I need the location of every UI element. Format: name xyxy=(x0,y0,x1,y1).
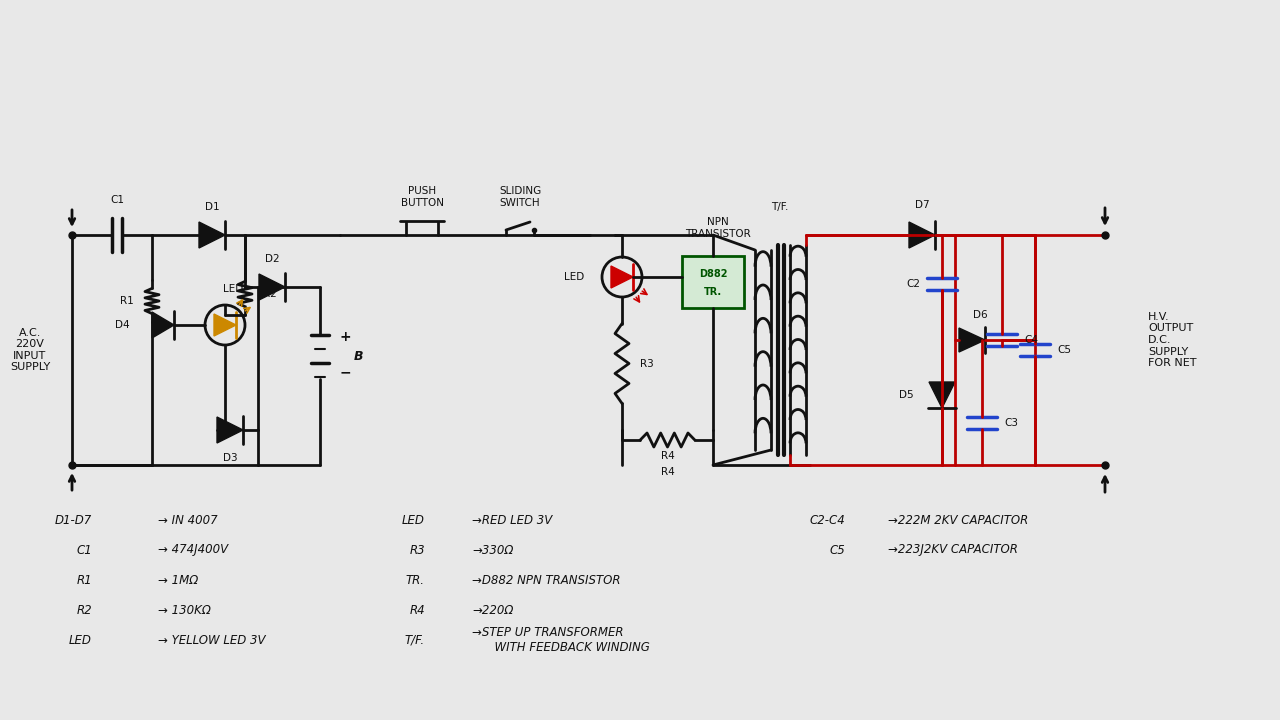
Polygon shape xyxy=(198,222,225,248)
Text: C1: C1 xyxy=(77,544,92,557)
Text: → IN 4007: → IN 4007 xyxy=(157,513,218,526)
Text: →RED LED 3V: →RED LED 3V xyxy=(472,513,552,526)
Text: D2: D2 xyxy=(265,254,279,264)
Polygon shape xyxy=(152,312,174,338)
Text: TR.: TR. xyxy=(406,574,425,587)
Text: LED: LED xyxy=(564,272,584,282)
Text: LED: LED xyxy=(402,513,425,526)
Text: R4: R4 xyxy=(660,451,675,461)
Text: C2-C4: C2-C4 xyxy=(809,513,845,526)
Polygon shape xyxy=(959,328,986,352)
Text: D4: D4 xyxy=(115,320,131,330)
Text: →D882 NPN TRANSISTOR: →D882 NPN TRANSISTOR xyxy=(472,574,621,587)
Text: H.V.
OUTPUT
D.C.
SUPPLY
FOR NET: H.V. OUTPUT D.C. SUPPLY FOR NET xyxy=(1148,312,1197,368)
Text: R3: R3 xyxy=(410,544,425,557)
Text: → 474J400V: → 474J400V xyxy=(157,544,228,557)
Text: C3: C3 xyxy=(1004,418,1018,428)
Text: +: + xyxy=(339,330,351,344)
Polygon shape xyxy=(214,314,236,336)
Polygon shape xyxy=(929,382,955,408)
Text: −: − xyxy=(339,365,351,379)
FancyBboxPatch shape xyxy=(682,256,744,308)
Text: R4: R4 xyxy=(410,603,425,616)
Text: →223J2KV CAPACITOR: →223J2KV CAPACITOR xyxy=(888,544,1018,557)
Text: → 1MΩ: → 1MΩ xyxy=(157,574,198,587)
Text: →330Ω: →330Ω xyxy=(472,544,513,557)
Text: T/F.: T/F. xyxy=(404,634,425,647)
Text: R2: R2 xyxy=(77,603,92,616)
Text: R3: R3 xyxy=(640,359,654,369)
Text: R2: R2 xyxy=(262,289,276,299)
Polygon shape xyxy=(259,274,285,300)
Text: A.C.
220V
INPUT
SUPPLY: A.C. 220V INPUT SUPPLY xyxy=(10,328,50,372)
Text: T/F.: T/F. xyxy=(772,202,788,212)
Text: →220Ω: →220Ω xyxy=(472,603,513,616)
Text: →222M 2KV CAPACITOR: →222M 2KV CAPACITOR xyxy=(888,513,1028,526)
Polygon shape xyxy=(218,417,243,443)
Text: →STEP UP TRANSFORMER
      WITH FEEDBACK WINDING: →STEP UP TRANSFORMER WITH FEEDBACK WINDI… xyxy=(472,626,650,654)
Text: LED: LED xyxy=(69,634,92,647)
Text: TR.: TR. xyxy=(704,287,722,297)
Text: D3: D3 xyxy=(223,453,237,463)
Text: C5: C5 xyxy=(829,544,845,557)
Text: D1-D7: D1-D7 xyxy=(55,513,92,526)
Text: D882: D882 xyxy=(699,269,727,279)
Text: R1: R1 xyxy=(77,574,92,587)
Text: C4: C4 xyxy=(1024,335,1038,345)
Text: B: B xyxy=(353,351,362,364)
Text: NPN
TRANSISTOR: NPN TRANSISTOR xyxy=(685,217,751,239)
Text: D6: D6 xyxy=(973,310,987,320)
Text: → 130KΩ: → 130KΩ xyxy=(157,603,211,616)
Text: R1: R1 xyxy=(120,296,134,306)
Text: SLIDING
SWITCH: SLIDING SWITCH xyxy=(499,186,541,208)
Text: PUSH
BUTTON: PUSH BUTTON xyxy=(401,186,443,208)
Text: LED: LED xyxy=(223,284,243,294)
Text: C1: C1 xyxy=(110,195,124,205)
Text: C5: C5 xyxy=(1057,345,1071,355)
Text: D1: D1 xyxy=(205,202,219,212)
Polygon shape xyxy=(611,266,634,288)
Text: → YELLOW LED 3V: → YELLOW LED 3V xyxy=(157,634,265,647)
Text: R4: R4 xyxy=(660,467,675,477)
Polygon shape xyxy=(909,222,934,248)
Text: C2: C2 xyxy=(906,279,920,289)
Text: D7: D7 xyxy=(915,200,929,210)
Text: D5: D5 xyxy=(900,390,914,400)
